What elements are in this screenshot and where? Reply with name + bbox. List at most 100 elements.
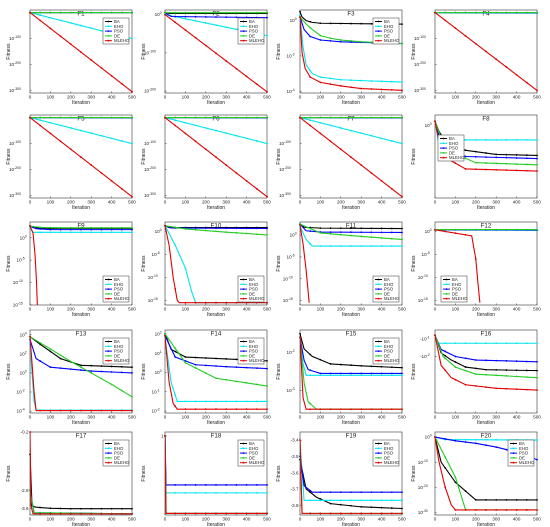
- x-axis-label: Iteration: [342, 522, 360, 527]
- series-marker-de: [495, 162, 498, 165]
- series-marker-eho: [319, 121, 322, 124]
- legend-label-pso: PSO: [384, 29, 394, 34]
- series-marker-de: [194, 228, 197, 231]
- series-marker-ba: [59, 507, 62, 510]
- legend-label-eho: EHO: [519, 446, 529, 451]
- series-marker-eho: [39, 119, 42, 122]
- chart-title: F1: [77, 11, 85, 18]
- series-marker-ba: [299, 332, 301, 335]
- series-marker-eho: [390, 140, 393, 142]
- legend-label-mleho: MLEHO: [249, 358, 265, 363]
- series-marker-de: [390, 237, 393, 240]
- series-marker-mleho: [39, 512, 42, 515]
- chart-title: F11: [346, 223, 357, 230]
- series-marker-mleho: [454, 232, 457, 235]
- series-marker-ba: [515, 154, 518, 156]
- series-marker-ba: [536, 499, 538, 501]
- series-marker-eho: [360, 245, 363, 247]
- series-marker-mleho: [59, 140, 62, 143]
- series-marker-de: [194, 367, 197, 369]
- y-tick-exponent: -200: [14, 61, 21, 65]
- x-tick-label: 100: [317, 307, 325, 312]
- legend-label-ba: BA: [114, 441, 120, 446]
- series-marker-de: [464, 228, 467, 231]
- y-tick-exponent: 2: [160, 330, 162, 334]
- x-tick-label: 400: [513, 517, 521, 522]
- series-marker-mleho: [360, 164, 363, 166]
- y-tick-exponent: 0: [430, 228, 432, 232]
- chart-f9: F90 100 200 300 400 50010010-510-1010-15Itera…: [6, 221, 136, 318]
- series-marker-mleho: [474, 509, 477, 511]
- series-marker-mleho: [164, 13, 166, 16]
- series-marker-eho: [370, 499, 373, 502]
- series-marker-de: [485, 228, 487, 231]
- series-marker-pso: [390, 372, 393, 375]
- series-marker-pso: [255, 367, 258, 370]
- series-marker-eho: [110, 231, 113, 234]
- series-marker-pso: [329, 231, 332, 234]
- y-tick-exponent: -100: [284, 140, 291, 144]
- legend-label-pso: PSO: [249, 287, 259, 292]
- y-tick-label: -2.8: [21, 488, 29, 493]
- series-marker-de: [360, 235, 363, 238]
- series-marker-ba: [319, 358, 322, 361]
- y-axis-label: Fitness: [141, 363, 147, 380]
- series-marker-pso: [370, 491, 373, 494]
- series-line-ba: [300, 11, 402, 25]
- series-marker-ba: [360, 227, 363, 230]
- series-marker-de: [164, 11, 166, 14]
- legend-label-eho: EHO: [384, 344, 394, 349]
- legend-label-mleho: MLEHO: [384, 38, 400, 43]
- x-tick-label: 300: [357, 517, 365, 522]
- series-marker-mleho: [309, 76, 312, 79]
- series-marker-eho: [464, 342, 467, 345]
- y-tick-label: 10-300: [9, 192, 21, 198]
- series-marker-eho: [380, 499, 383, 502]
- series-marker-mleho: [309, 512, 312, 515]
- x-tick-label: 400: [108, 200, 116, 205]
- legend-label-mleho: MLEHO: [249, 38, 265, 43]
- legend-marker: [377, 461, 380, 464]
- x-tick-label: 200: [472, 415, 480, 420]
- series-marker-pso: [194, 15, 197, 18]
- x-tick-label: 100: [452, 95, 460, 100]
- series-marker-de: [59, 354, 62, 357]
- legend-marker: [377, 447, 380, 450]
- series-marker-pso: [339, 372, 342, 375]
- series-marker-ba: [319, 22, 322, 25]
- x-tick-label: 300: [222, 307, 230, 312]
- series-marker-eho: [380, 137, 383, 140]
- series-line-mleho: [30, 432, 132, 515]
- series-marker-pso: [515, 360, 518, 363]
- series-marker-eho: [350, 79, 352, 82]
- series-marker-mleho: [329, 83, 332, 86]
- y-tick-label: -3.5: [291, 454, 299, 459]
- legend-label-ba: BA: [249, 441, 255, 446]
- y-tick-label: 10-100: [144, 49, 156, 55]
- series-marker-mleho: [495, 387, 498, 390]
- series-marker-eho: [215, 400, 217, 403]
- series-marker-ba: [215, 357, 217, 360]
- series-marker-mleho: [525, 169, 528, 172]
- series-marker-eho: [131, 37, 133, 40]
- x-tick-label: 200: [202, 200, 210, 205]
- series-marker-ba: [184, 356, 187, 358]
- series-marker-mleho: [164, 334, 166, 337]
- series-marker-mleho: [29, 431, 31, 433]
- y-tick-exponent: -300: [284, 192, 291, 196]
- series-marker-mleho: [164, 116, 166, 119]
- x-tick-label: 500: [398, 415, 406, 420]
- x-tick-label: 0: [434, 95, 437, 100]
- y-tick-label: -0.2: [21, 430, 29, 435]
- series-marker-eho: [401, 142, 403, 145]
- y-tick-exponent: -15: [288, 297, 293, 301]
- series-marker-ba: [390, 366, 393, 369]
- series-marker-pso: [39, 360, 42, 362]
- series-marker-ba: [401, 227, 403, 230]
- series-marker-de: [370, 116, 373, 119]
